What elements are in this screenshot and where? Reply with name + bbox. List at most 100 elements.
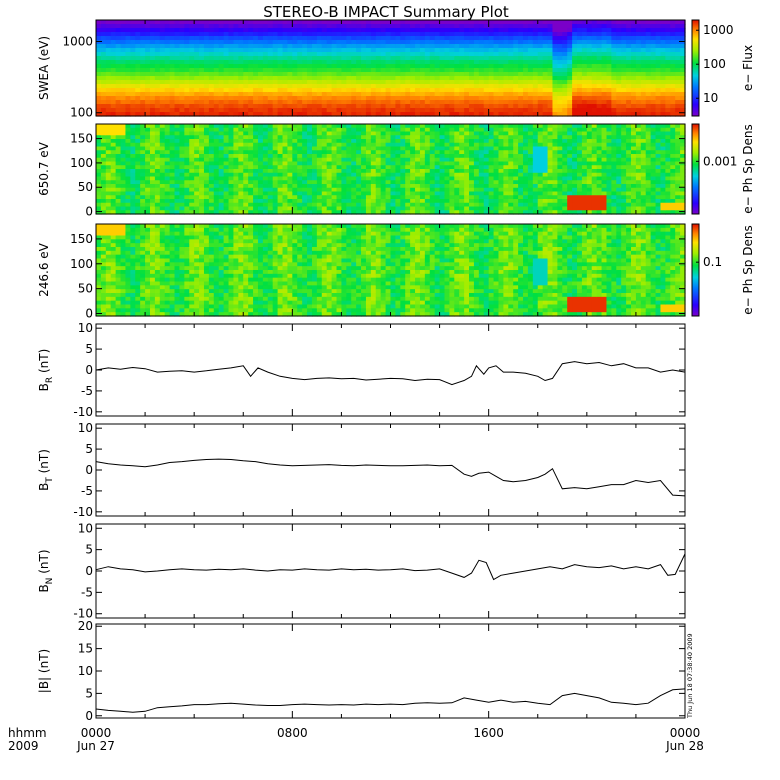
heatmap-cell [243,154,249,159]
heatmap-cell [469,157,475,163]
heatmap-cell [243,68,249,73]
heatmap-cell [498,176,504,181]
heatmap-cell [459,210,465,215]
heatmap-cell [395,56,401,61]
heatmap-cell [635,72,642,77]
heatmap-cell [262,199,269,204]
heatmap-cell [596,68,603,73]
heatmap-cell [405,135,411,140]
heatmap-cell [218,142,225,148]
heatmap-cell [272,184,279,189]
heatmap-cell [621,48,627,53]
heatmap-cell [331,92,338,97]
heatmap-cell [395,44,401,49]
heatmap-cell [326,32,333,37]
heatmap-cell [365,150,372,155]
heatmap-cell [267,64,274,69]
heatmap-cell [199,165,205,170]
heatmap-cell [631,56,637,61]
heatmap-cell [665,64,671,69]
heatmap-cell [292,32,298,37]
heatmap-cell [149,52,156,57]
heatmap-cell [282,154,289,159]
heatmap-cell [503,64,509,69]
heatmap-cell [375,92,382,97]
heatmap-cell [257,80,264,85]
heatmap-cell [488,127,495,133]
heatmap-cell [429,92,436,97]
heatmap-cell [640,44,647,49]
heatmap-cell [351,127,357,133]
heatmap-cell [96,161,102,166]
heatmap-cell [125,146,131,151]
heatmap-cell [135,150,141,155]
heatmap-cell [493,104,500,109]
heatmap-cell [469,195,475,200]
heatmap-cell [562,88,568,93]
heatmap-cell [267,206,274,211]
heatmap-cell [527,60,534,65]
heatmap-cell [105,76,112,81]
heatmap-cell [660,112,666,117]
heatmap-cell [100,36,107,41]
heatmap-cell [130,176,136,181]
heatmap-cell [199,146,205,151]
heatmap-cell [444,36,450,41]
heatmap-cell [145,165,151,170]
heatmap-cell [459,108,465,113]
heatmap-cell [302,180,308,185]
heatmap-cell [591,44,598,49]
heatmap-cell [478,72,485,77]
heatmap-cell [208,108,215,113]
heatmap-cell [380,96,387,101]
heatmap-cell [459,169,465,174]
heatmap-cell [282,52,289,57]
heatmap-cell [297,84,303,89]
heatmap-cell [449,176,455,181]
heatmap-cell [400,150,406,155]
heatmap-cell [179,44,185,49]
heatmap-cell [100,96,107,101]
heatmap-cell [356,60,362,65]
heatmap-cell [307,92,313,97]
heatmap-cell [596,40,603,45]
heatmap-cell [194,146,200,151]
heatmap-cell [552,24,558,29]
heatmap-cell [361,150,367,155]
heatmap-cell [562,80,568,85]
heatmap-cell [581,48,588,53]
heatmap-cell [179,80,185,85]
heatmap-cell [626,24,632,29]
heatmap-cell [444,176,450,181]
heatmap-cell [439,96,446,101]
heatmap-cell [233,199,239,204]
heatmap-cell [262,161,269,166]
heatmap-cell [184,165,190,170]
heatmap-cell [375,161,382,166]
heatmap-cell [248,172,254,178]
heatmap-cell [434,24,441,29]
heatmap-cell [385,135,392,140]
heatmap-cell [478,52,485,57]
heatmap-cell [527,28,534,33]
heatmap-cell [208,146,215,151]
heatmap-cell [370,60,377,65]
heatmap-cell [105,206,112,211]
heatmap-cell [311,92,318,97]
heatmap-cell [203,84,210,89]
heatmap-cell [248,199,254,204]
heatmap-cell [257,36,264,41]
heatmap-cell [311,157,318,163]
heatmap-cell [218,157,225,163]
heatmap-cell [370,206,377,211]
heatmap-cell [680,88,686,93]
heatmap-cell [297,40,303,45]
heatmap-cell [385,84,392,89]
heatmap-cell [586,32,593,37]
heatmap-cell [125,80,131,85]
heatmap-cell [586,112,593,117]
heatmap-cell [277,24,284,29]
heatmap-cell [253,127,259,133]
heatmap-cell [375,157,382,163]
heatmap-cell [523,48,529,53]
